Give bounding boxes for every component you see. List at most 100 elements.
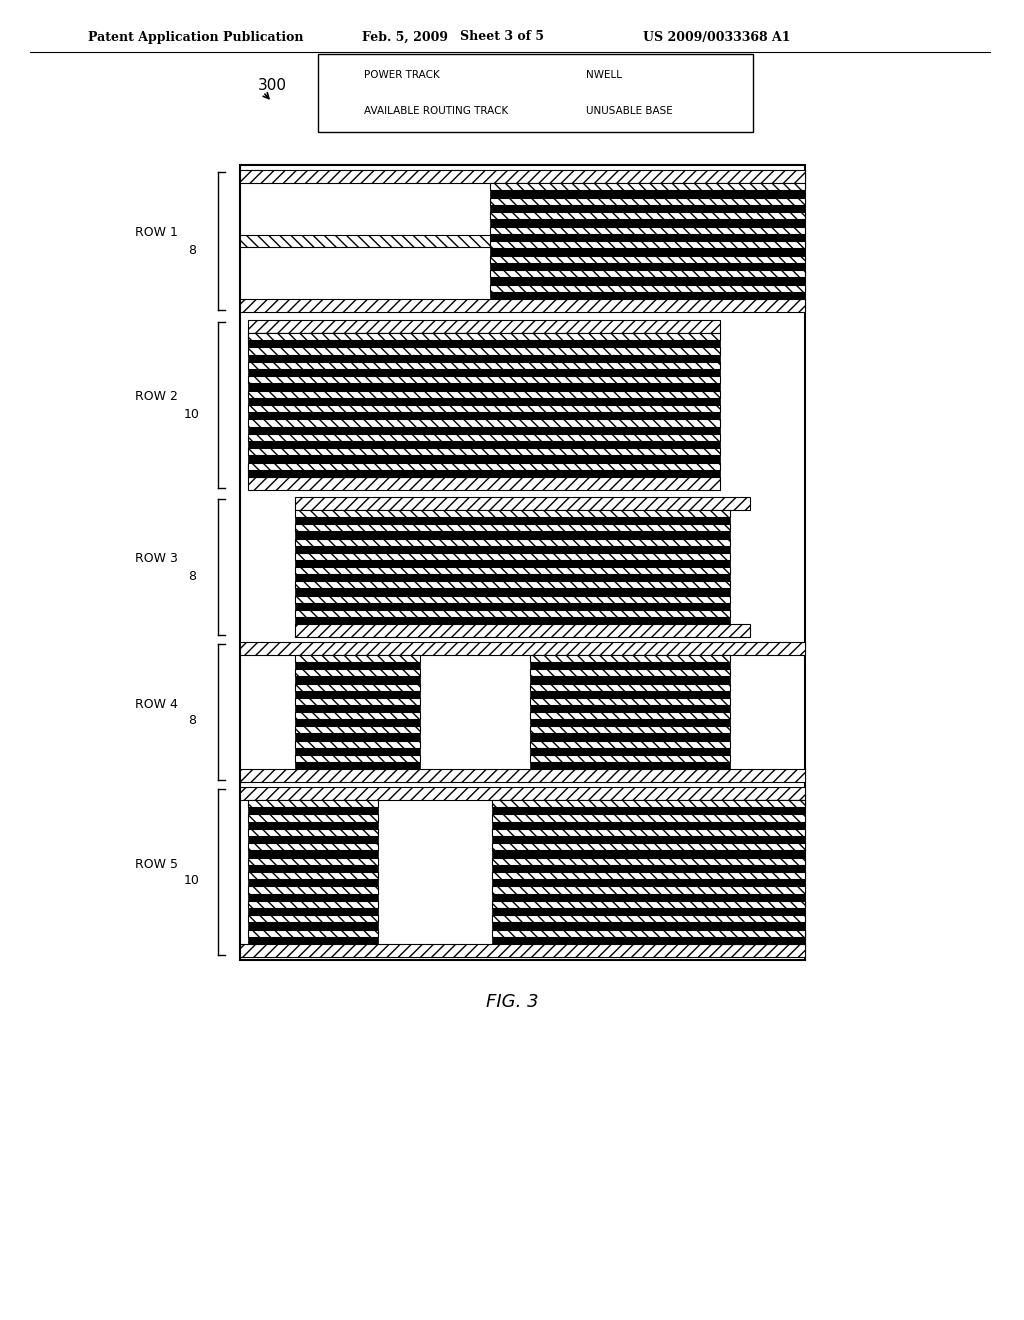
Bar bbox=[295, 553, 730, 560]
Bar bbox=[492, 915, 805, 923]
Bar bbox=[295, 663, 420, 669]
Bar bbox=[530, 655, 730, 663]
Text: AVAILABLE ROUTING TRACK: AVAILABLE ROUTING TRACK bbox=[364, 106, 508, 116]
Bar bbox=[248, 915, 378, 923]
Bar bbox=[248, 420, 720, 426]
Bar bbox=[248, 333, 490, 346]
Bar bbox=[248, 865, 378, 873]
Bar bbox=[240, 944, 805, 957]
Bar bbox=[550, 69, 580, 82]
Bar bbox=[295, 624, 750, 638]
Bar bbox=[530, 705, 730, 711]
Bar bbox=[248, 391, 720, 397]
Bar bbox=[248, 383, 720, 391]
Text: 10: 10 bbox=[184, 874, 200, 887]
Bar bbox=[248, 347, 720, 355]
Text: 300: 300 bbox=[258, 78, 287, 92]
Bar bbox=[490, 213, 805, 219]
Bar bbox=[530, 762, 730, 770]
Bar bbox=[295, 655, 420, 663]
Text: NWELL: NWELL bbox=[586, 70, 622, 81]
Bar bbox=[490, 242, 805, 248]
Bar bbox=[295, 610, 730, 616]
Bar bbox=[530, 690, 730, 698]
Bar bbox=[295, 741, 420, 747]
Bar bbox=[248, 434, 720, 441]
Bar bbox=[248, 441, 720, 449]
Bar bbox=[530, 663, 730, 669]
Text: Sheet 3 of 5: Sheet 3 of 5 bbox=[460, 30, 544, 44]
Bar bbox=[328, 106, 358, 117]
Bar bbox=[490, 248, 805, 256]
Bar bbox=[295, 589, 730, 595]
Bar bbox=[550, 106, 580, 117]
Bar bbox=[295, 719, 420, 726]
Text: US 2009/0033368 A1: US 2009/0033368 A1 bbox=[643, 30, 791, 44]
Bar bbox=[490, 285, 805, 292]
Bar bbox=[492, 894, 805, 900]
Text: Patent Application Publication: Patent Application Publication bbox=[88, 30, 303, 44]
Bar bbox=[492, 843, 805, 850]
Bar bbox=[248, 800, 378, 808]
Bar bbox=[295, 669, 420, 676]
Bar bbox=[248, 929, 378, 937]
Bar bbox=[295, 690, 420, 698]
Bar bbox=[295, 684, 420, 690]
Bar bbox=[248, 397, 720, 405]
Bar bbox=[530, 755, 730, 762]
Text: 8: 8 bbox=[188, 569, 196, 582]
Bar bbox=[248, 887, 378, 894]
Bar bbox=[295, 545, 730, 553]
Bar bbox=[295, 581, 730, 589]
Bar bbox=[490, 263, 805, 271]
Bar bbox=[492, 814, 805, 821]
Bar bbox=[248, 894, 378, 900]
Bar bbox=[248, 836, 378, 843]
Bar bbox=[492, 808, 805, 814]
Bar bbox=[248, 355, 720, 362]
Bar bbox=[492, 829, 805, 836]
Bar bbox=[530, 669, 730, 676]
Bar bbox=[295, 574, 730, 581]
Text: POWER TRACK: POWER TRACK bbox=[364, 70, 439, 81]
Bar bbox=[530, 719, 730, 726]
Bar bbox=[248, 858, 378, 865]
Bar bbox=[248, 879, 378, 887]
Bar bbox=[248, 470, 720, 477]
Bar bbox=[492, 908, 805, 915]
Bar bbox=[248, 908, 378, 915]
Bar bbox=[248, 900, 378, 908]
Text: ROW 1: ROW 1 bbox=[135, 227, 178, 239]
Bar bbox=[248, 455, 720, 462]
Bar bbox=[492, 929, 805, 937]
Bar bbox=[492, 900, 805, 908]
Bar bbox=[295, 603, 730, 610]
Bar bbox=[248, 873, 378, 879]
Text: 10: 10 bbox=[184, 408, 200, 421]
Bar bbox=[248, 362, 720, 370]
Text: 8: 8 bbox=[188, 714, 196, 727]
Bar bbox=[248, 376, 720, 383]
Bar bbox=[248, 850, 378, 858]
Bar bbox=[248, 814, 378, 821]
Bar bbox=[530, 698, 730, 705]
Text: UNUSABLE BASE: UNUSABLE BASE bbox=[586, 106, 673, 116]
Bar bbox=[530, 684, 730, 690]
Bar bbox=[248, 923, 378, 929]
Bar bbox=[530, 711, 730, 719]
Bar bbox=[490, 190, 805, 198]
Bar bbox=[490, 183, 805, 190]
Bar bbox=[240, 165, 805, 960]
Text: ROW 4: ROW 4 bbox=[135, 697, 178, 710]
Bar bbox=[295, 698, 420, 705]
Bar bbox=[248, 465, 490, 477]
Bar bbox=[530, 734, 730, 741]
Bar bbox=[295, 517, 730, 524]
Bar bbox=[248, 829, 378, 836]
Bar bbox=[490, 256, 805, 263]
Bar bbox=[490, 205, 805, 213]
Bar bbox=[248, 412, 720, 420]
Bar bbox=[328, 69, 358, 82]
Text: FIG. 3: FIG. 3 bbox=[485, 993, 539, 1011]
Bar bbox=[295, 568, 730, 574]
